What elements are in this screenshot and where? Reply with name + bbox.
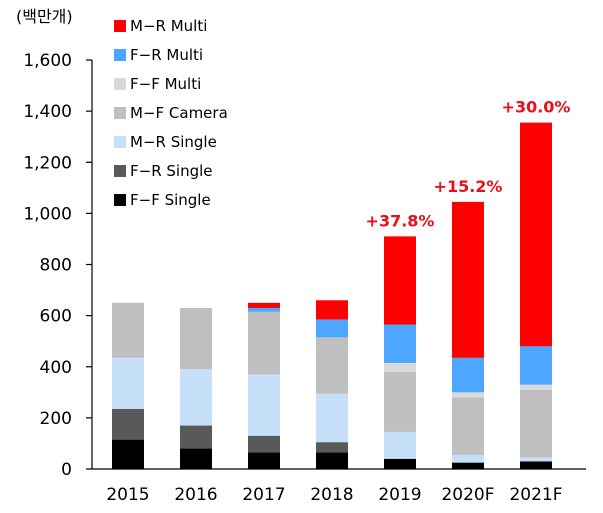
bar-m-r-single-2017 xyxy=(248,374,280,436)
x-tick-label: 2019 xyxy=(378,485,421,505)
y-tick-label: 0 xyxy=(61,460,72,480)
bar-m-f-camera-2018 xyxy=(316,337,348,394)
bar-m-r-multi-2017 xyxy=(248,302,280,308)
bar-f-f-single-2018 xyxy=(316,452,348,469)
legend-swatch xyxy=(114,194,126,206)
legend-label: F−F Multi xyxy=(130,75,201,93)
y-tick-label: 1,000 xyxy=(23,204,72,224)
x-tick-label: 2017 xyxy=(242,485,285,505)
growth-label-2021f: +30.0% xyxy=(502,98,571,117)
y-tick-label: 400 xyxy=(40,358,72,378)
bar-f-r-multi-2020f xyxy=(452,357,484,393)
bar-m-f-camera-2021f xyxy=(520,389,552,458)
y-tick-label: 1,600 xyxy=(23,51,72,71)
legend: M−R Multi F−R Multi F−F Multi M−F Camera M−R… xyxy=(114,17,228,209)
legend-swatch xyxy=(114,78,126,90)
legend-item-f-r-multi: F−R Multi xyxy=(114,46,203,64)
bar-f-f-single-2016 xyxy=(180,448,212,469)
x-axis: 2015 2016 2017 2018 2019 2020F 2021F xyxy=(92,468,586,505)
bar-m-r-single-2016 xyxy=(180,369,212,426)
y-tick-label: 600 xyxy=(40,307,72,327)
y-tick-label: 1,400 xyxy=(23,102,72,122)
bar-m-r-multi-2019 xyxy=(384,236,416,325)
y-axis: 0 200 400 600 800 1,000 1,200 1,400 1,600 xyxy=(23,51,93,480)
legend-item-m-r-multi: M−R Multi xyxy=(114,17,207,35)
bar-m-r-single-2015 xyxy=(112,357,144,409)
x-tick-label: 2020F xyxy=(441,485,494,505)
growth-labels: +37.8% +15.2% +30.0% xyxy=(366,98,571,231)
legend-item-m-f-camera: M−F Camera xyxy=(114,104,228,122)
bar-f-f-single-2020f xyxy=(452,462,484,469)
bar-f-f-multi-2019 xyxy=(384,362,416,372)
bar-m-r-single-2020f xyxy=(452,454,484,463)
bar-m-f-camera-2016 xyxy=(180,307,212,370)
legend-label: F−R Single xyxy=(130,162,213,180)
bar-f-r-multi-2018 xyxy=(316,319,348,338)
bar-f-f-single-2015 xyxy=(112,439,144,469)
legend-label: M−R Single xyxy=(130,133,217,151)
bar-f-r-multi-2017 xyxy=(248,307,280,312)
bar-f-f-multi-2021f xyxy=(520,384,552,390)
bar-m-r-single-2021f xyxy=(520,457,552,462)
bar-f-r-single-2016 xyxy=(180,425,212,449)
legend-swatch xyxy=(114,136,126,148)
legend-swatch xyxy=(114,107,126,119)
y-tick-label: 1,200 xyxy=(23,153,72,173)
bar-m-r-multi-2021f xyxy=(520,122,552,347)
legend-swatch xyxy=(114,20,126,32)
bar-m-r-multi-2018 xyxy=(316,300,348,320)
legend-swatch xyxy=(114,49,126,61)
legend-item-f-f-single: F−F Single xyxy=(114,191,211,209)
bar-f-r-multi-2021f xyxy=(520,346,552,385)
bar-f-r-single-2018 xyxy=(316,442,348,453)
bar-f-r-single-2017 xyxy=(248,435,280,453)
unit-label: (백만개) xyxy=(16,7,73,26)
x-tick-label: 2016 xyxy=(174,485,217,505)
x-tick-label: 2021F xyxy=(509,485,562,505)
legend-label: M−F Camera xyxy=(130,104,228,122)
bar-m-r-single-2019 xyxy=(384,431,416,459)
y-tick-label: 200 xyxy=(40,409,72,429)
legend-label: M−R Multi xyxy=(130,17,207,35)
bar-f-f-single-2021f xyxy=(520,461,552,469)
bar-m-f-camera-2020f xyxy=(452,397,484,455)
bar-f-f-multi-2020f xyxy=(452,392,484,398)
bar-f-r-single-2015 xyxy=(112,408,144,440)
bar-m-f-camera-2017 xyxy=(248,311,280,375)
bar-m-f-camera-2015 xyxy=(112,302,144,358)
bar-m-r-multi-2020f xyxy=(452,201,484,358)
bar-m-f-camera-2019 xyxy=(384,371,416,432)
bar-f-f-single-2019 xyxy=(384,458,416,469)
legend-label: F−R Multi xyxy=(130,46,203,64)
legend-swatch xyxy=(114,165,126,177)
growth-label-2019: +37.8% xyxy=(366,211,435,230)
legend-label: F−F Single xyxy=(130,191,211,209)
legend-item-m-r-single: M−R Single xyxy=(114,133,217,151)
legend-item-f-r-single: F−R Single xyxy=(114,162,213,180)
x-tick-label: 2015 xyxy=(106,485,149,505)
x-tick-label: 2018 xyxy=(310,485,353,505)
bar-f-r-multi-2019 xyxy=(384,324,416,363)
legend-item-f-f-multi: F−F Multi xyxy=(114,75,201,93)
growth-label-2020f: +15.2% xyxy=(434,177,503,196)
y-tick-label: 800 xyxy=(40,256,72,276)
bar-series xyxy=(112,122,552,469)
bar-f-f-single-2017 xyxy=(248,452,280,469)
bar-m-r-single-2018 xyxy=(316,393,348,443)
